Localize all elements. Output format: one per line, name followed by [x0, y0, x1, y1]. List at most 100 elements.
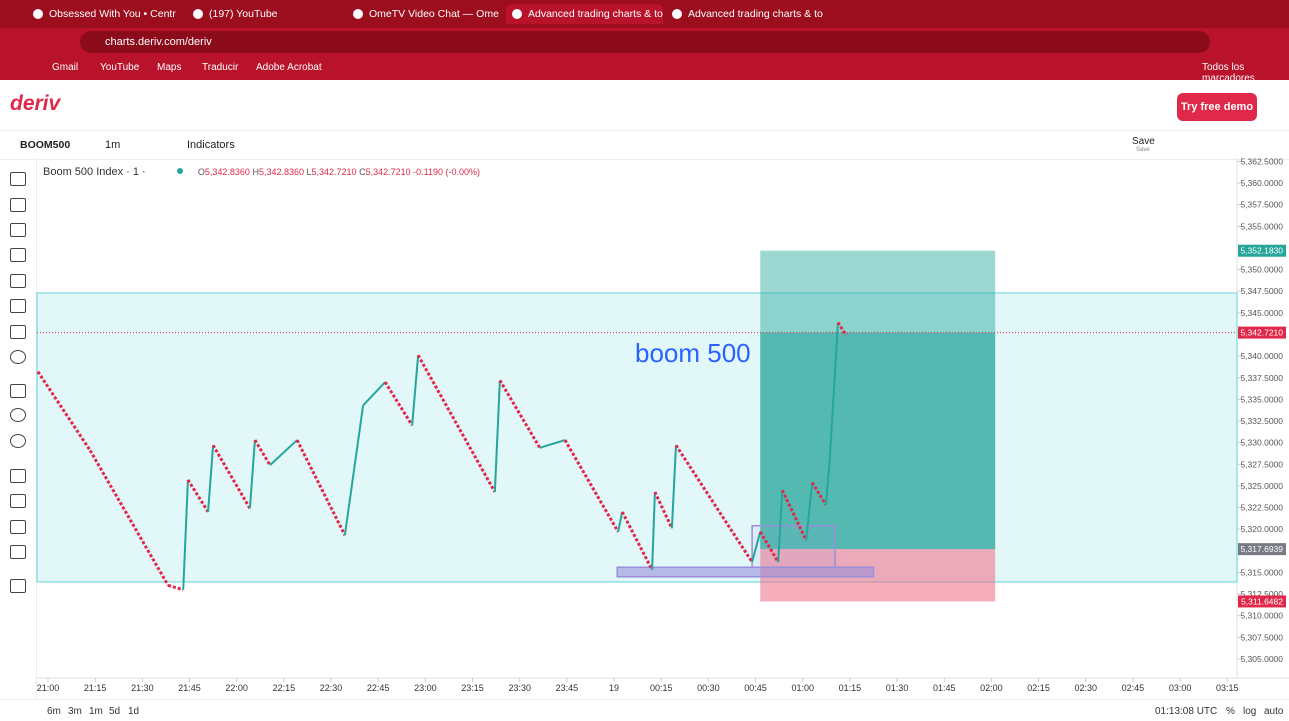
up-leg [777, 490, 784, 563]
down-leg [836, 321, 848, 337]
tool[interactable] [10, 172, 26, 186]
bookmark[interactable]: Adobe Acrobat [256, 62, 322, 73]
down-leg [620, 511, 654, 571]
y-tick-label: 5,312.5000 [1240, 589, 1283, 599]
y-tick-label: 5,325.0000 [1240, 481, 1283, 491]
y-tick-label: 5,322.5000 [1240, 503, 1283, 513]
x-tick-label: 21:00 [37, 683, 60, 693]
up-leg [493, 380, 501, 493]
tool[interactable] [10, 274, 26, 288]
y-tick-label: 5,337.5000 [1240, 373, 1283, 383]
indicators[interactable]: Indicators [187, 139, 235, 151]
tab-title: Advanced trading charts & too [528, 8, 663, 20]
chart: 5,305.0000 5,307.5000 5,310.0000 5,312.5000… [36, 158, 1289, 693]
ohlc-value: 5,342.7210 [311, 167, 357, 177]
tab[interactable]: Advanced trading charts & too [666, 4, 823, 24]
y-tick-label: 5,332.5000 [1240, 416, 1283, 426]
down-leg [674, 444, 754, 563]
tool[interactable] [10, 520, 26, 534]
tool[interactable] [10, 579, 26, 593]
tool[interactable] [10, 545, 26, 559]
up-leg [617, 511, 624, 532]
tool[interactable] [10, 299, 26, 313]
bookmark[interactable]: Maps [157, 62, 182, 73]
change: -0.1190 (-0.00%) [413, 167, 481, 177]
tool[interactable] [10, 198, 26, 212]
y-tick-label: 5,327.5000 [1240, 459, 1283, 469]
tool[interactable] [10, 384, 26, 398]
down-leg [36, 370, 92, 452]
x-tick-label: 02:30 [1074, 683, 1097, 693]
y-tick-label: 5,305.0000 [1240, 654, 1283, 664]
ohlc-letter: H [252, 167, 259, 177]
tool[interactable] [10, 469, 26, 483]
bookmark[interactable]: Gmail [52, 62, 79, 73]
percent-toggle[interactable]: % [1226, 706, 1235, 717]
y-tick-label: 5,355.0000 [1240, 221, 1283, 231]
ohlc-letter: L [306, 167, 312, 177]
up-leg [805, 482, 814, 541]
save[interactable]: Save [1132, 136, 1155, 147]
tab[interactable]: (197) YouTube [187, 4, 344, 24]
tab[interactable]: Advanced trading charts & too [506, 4, 663, 24]
address-bar[interactable]: charts.deriv.com/deriv [80, 31, 1210, 53]
tab-title: Obsessed With You • Centr [49, 8, 176, 20]
zone-band [36, 292, 1238, 583]
up-leg [207, 445, 215, 512]
chart-legend: Boom 500 Index · 1 · O5,342.8360 H5,342.… [43, 166, 480, 178]
tab-strip: Obsessed With You • Centr (197) YouTube … [0, 0, 1289, 28]
x-tick-label: 22:45 [367, 683, 390, 693]
logo[interactable]: deriv [10, 92, 61, 115]
ohlc-value: 5,342.8360 [204, 167, 250, 177]
down-leg [780, 489, 808, 542]
open-profit [760, 332, 996, 550]
tool[interactable] [10, 350, 26, 364]
log-toggle[interactable]: log [1243, 706, 1257, 717]
tab-title: OmeTV Video Chat — Ome [369, 8, 499, 20]
x-tick-label: 21:45 [178, 683, 201, 693]
tool[interactable] [10, 408, 26, 422]
range[interactable]: 1m [89, 706, 103, 717]
status-dot [176, 168, 183, 174]
bookmark[interactable]: Traducir [202, 62, 239, 73]
button-label: Try free demo [1180, 101, 1254, 113]
x-tick-label: 01:30 [886, 683, 909, 693]
x-tick-label: 02:00 [980, 683, 1003, 693]
range[interactable]: 6m [47, 706, 61, 717]
x-tick-label: 01:00 [791, 683, 814, 693]
down-leg [211, 444, 252, 510]
browser-toolbar: charts.deriv.com/deriv [0, 28, 1289, 80]
range[interactable]: 1d [128, 706, 140, 717]
bookmark[interactable]: Todos los marcadores [1202, 62, 1255, 84]
range[interactable]: 3m [68, 706, 82, 717]
range[interactable]: 5d [109, 706, 121, 717]
tool[interactable] [10, 223, 26, 237]
interval[interactable]: 1m [105, 139, 121, 151]
tab[interactable]: OmeTV Video Chat — Ome [347, 4, 504, 24]
up-leg [269, 439, 298, 466]
x-tick-label: 00:45 [744, 683, 767, 693]
x-tick-label: 19 [609, 683, 619, 693]
tool[interactable] [10, 248, 26, 262]
x-tick-label: 00:15 [650, 683, 673, 693]
up-leg [829, 322, 839, 455]
x-tick-label: 23:45 [556, 683, 579, 693]
ohlc-letter: C [359, 167, 366, 177]
down-leg [167, 583, 184, 592]
symbol[interactable]: BOOM500 [20, 139, 71, 151]
auto-toggle[interactable]: auto [1264, 706, 1284, 717]
url: charts.deriv.com/deriv [105, 36, 212, 48]
tool[interactable] [10, 434, 26, 448]
tool[interactable] [10, 494, 26, 508]
tab[interactable]: Obsessed With You • Centr [27, 4, 184, 24]
x-tick-label: 02:45 [1122, 683, 1145, 693]
up-leg [539, 439, 566, 449]
demo-button[interactable]: Try free demo [1177, 93, 1257, 121]
tool[interactable] [10, 325, 26, 339]
legend-title: Boom 500 Index · 1 · [43, 166, 146, 178]
up-leg [824, 454, 832, 506]
price-tag-label: 5,311.6482 [1241, 596, 1283, 606]
bookmark[interactable]: YouTube [100, 62, 140, 73]
x-tick-label: 23:00 [414, 683, 437, 693]
